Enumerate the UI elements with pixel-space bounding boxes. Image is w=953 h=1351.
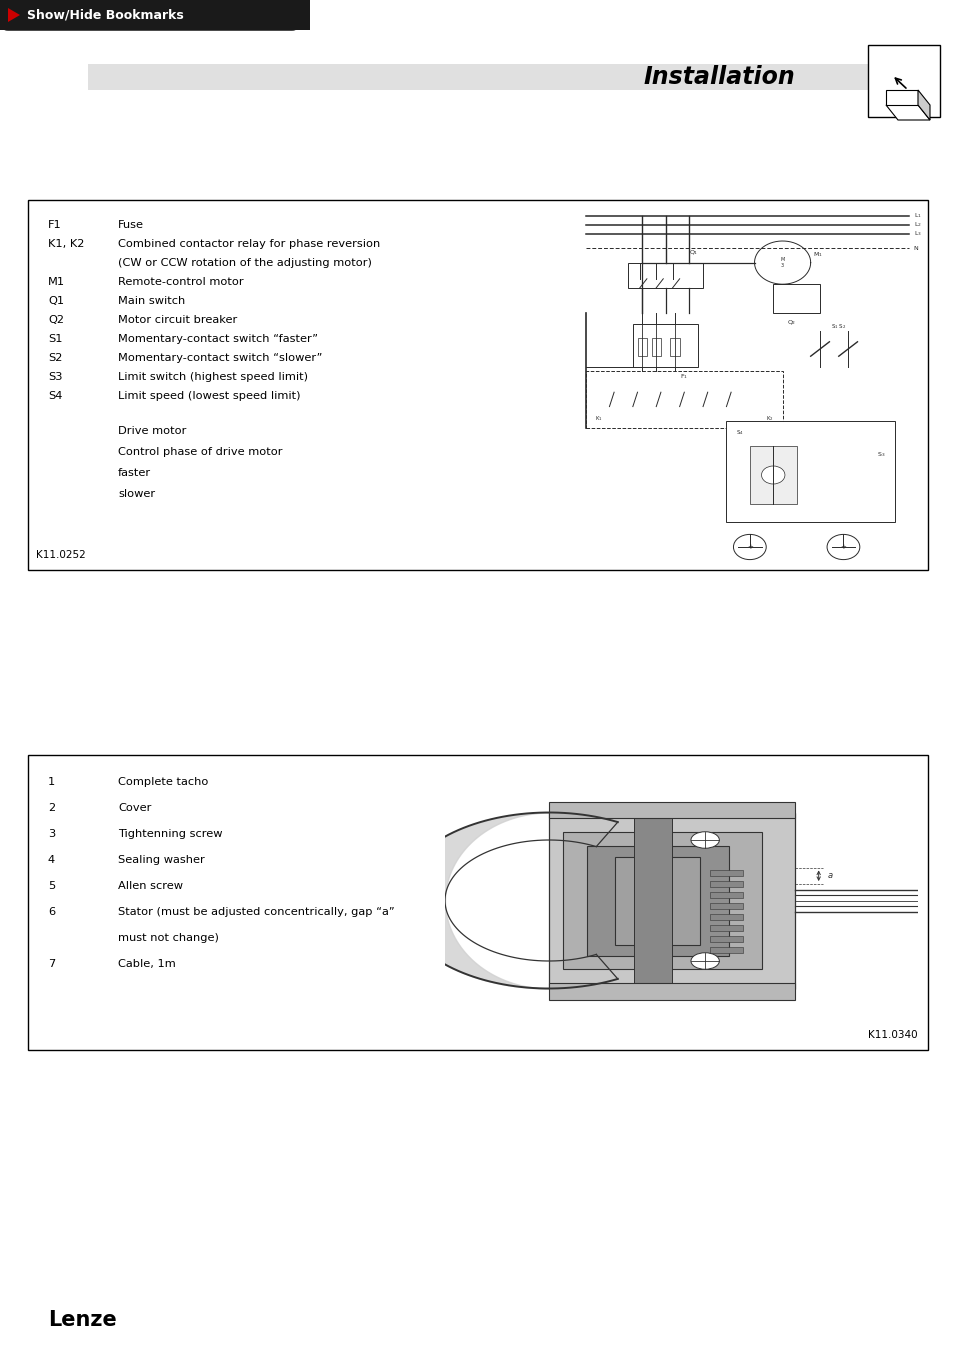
Bar <box>709 925 742 931</box>
Text: 1: 1 <box>48 777 55 788</box>
Circle shape <box>690 832 719 848</box>
Text: Q$_2$: Q$_2$ <box>786 319 796 327</box>
Bar <box>709 936 742 942</box>
Bar <box>637 338 646 357</box>
Bar <box>549 984 794 1000</box>
Text: S1: S1 <box>48 334 63 345</box>
Text: S2: S2 <box>48 353 62 363</box>
Bar <box>709 881 742 886</box>
Text: L$_1$: L$_1$ <box>913 211 921 219</box>
Text: must not change): must not change) <box>118 934 218 943</box>
Text: F$_1$: F$_1$ <box>679 373 687 381</box>
Text: Show/Hide Bookmarks: Show/Hide Bookmarks <box>27 8 184 22</box>
Bar <box>867 45 939 118</box>
Text: M$_1$: M$_1$ <box>812 250 822 259</box>
Text: K11.0252: K11.0252 <box>36 550 86 561</box>
Text: Cable, 1m: Cable, 1m <box>118 959 175 969</box>
Text: Complete tacho: Complete tacho <box>118 777 208 788</box>
Bar <box>615 857 700 944</box>
Text: K$_1$: K$_1$ <box>595 413 602 423</box>
Bar <box>670 338 679 357</box>
Text: Tightenning screw: Tightenning screw <box>118 830 222 839</box>
Text: Control phase of drive motor: Control phase of drive motor <box>118 447 282 457</box>
Text: Q2: Q2 <box>48 315 64 326</box>
Polygon shape <box>917 91 929 120</box>
Text: Limit speed (lowest speed limit): Limit speed (lowest speed limit) <box>118 390 300 401</box>
Polygon shape <box>8 8 20 22</box>
Text: Motor circuit breaker: Motor circuit breaker <box>118 315 237 326</box>
Bar <box>632 324 698 367</box>
Text: 4: 4 <box>48 855 55 865</box>
Text: M1: M1 <box>48 277 65 286</box>
Bar <box>627 262 702 288</box>
Text: S3: S3 <box>48 372 63 382</box>
Text: Lenze: Lenze <box>48 1310 116 1329</box>
Text: K11.0340: K11.0340 <box>867 1029 917 1040</box>
Text: Sealing washer: Sealing washer <box>118 855 205 865</box>
Text: Q1: Q1 <box>48 296 64 305</box>
Text: slower: slower <box>118 489 155 499</box>
Bar <box>634 812 671 989</box>
Bar <box>709 892 742 898</box>
Text: S$_1$ S$_2$: S$_1$ S$_2$ <box>830 322 845 331</box>
Bar <box>585 370 781 428</box>
Polygon shape <box>885 105 929 120</box>
Text: Momentary-contact switch “faster”: Momentary-contact switch “faster” <box>118 334 317 345</box>
Bar <box>549 801 794 817</box>
Bar <box>725 422 894 521</box>
Text: F1: F1 <box>48 220 62 230</box>
Text: Remote-control motor: Remote-control motor <box>118 277 243 286</box>
Text: K1, K2: K1, K2 <box>48 239 84 249</box>
Bar <box>709 915 742 920</box>
Text: Limit switch (highest speed limit): Limit switch (highest speed limit) <box>118 372 308 382</box>
Text: S$_4$: S$_4$ <box>735 428 742 438</box>
Text: L$_2$: L$_2$ <box>913 220 921 228</box>
Bar <box>709 870 742 875</box>
Bar <box>562 832 761 969</box>
Bar <box>773 284 820 313</box>
Text: Momentary-contact switch “slower”: Momentary-contact switch “slower” <box>118 353 322 363</box>
Bar <box>28 200 927 570</box>
Bar <box>709 904 742 909</box>
Text: 3: 3 <box>48 830 55 839</box>
Text: Combined contactor relay for phase reversion: Combined contactor relay for phase rever… <box>118 239 380 249</box>
Bar <box>651 338 660 357</box>
Text: Q$_1$: Q$_1$ <box>688 249 698 257</box>
Bar <box>709 947 742 952</box>
Text: L$_3$: L$_3$ <box>913 228 921 238</box>
Circle shape <box>690 952 719 969</box>
Text: Main switch: Main switch <box>118 296 185 305</box>
Text: S$_3$: S$_3$ <box>876 450 884 459</box>
Text: M
3: M 3 <box>780 257 784 267</box>
Text: Fuse: Fuse <box>118 220 144 230</box>
Circle shape <box>760 466 784 484</box>
Text: 7: 7 <box>48 959 55 969</box>
Bar <box>88 63 887 91</box>
Text: +: + <box>840 544 845 550</box>
FancyBboxPatch shape <box>0 0 299 30</box>
Text: +: + <box>746 544 752 550</box>
Bar <box>28 755 927 1050</box>
Text: 5: 5 <box>48 881 55 892</box>
Text: K$_2$: K$_2$ <box>764 413 773 423</box>
Text: (CW or CCW rotation of the adjusting motor): (CW or CCW rotation of the adjusting mot… <box>118 258 372 267</box>
Bar <box>0 0 310 30</box>
Text: Cover: Cover <box>118 802 152 813</box>
Text: faster: faster <box>118 467 151 478</box>
Text: a: a <box>827 871 832 881</box>
Text: S4: S4 <box>48 390 62 401</box>
Bar <box>549 812 794 989</box>
Text: 2: 2 <box>48 802 55 813</box>
Text: 6: 6 <box>48 907 55 917</box>
Bar <box>749 446 796 504</box>
Bar <box>586 846 728 955</box>
Text: Drive motor: Drive motor <box>118 426 186 436</box>
Text: Installation: Installation <box>642 65 794 89</box>
Text: Stator (must be adjusted concentrically, gap “a”: Stator (must be adjusted concentrically,… <box>118 907 395 917</box>
Text: N: N <box>913 246 918 251</box>
Polygon shape <box>885 91 917 105</box>
Text: Allen screw: Allen screw <box>118 881 183 892</box>
